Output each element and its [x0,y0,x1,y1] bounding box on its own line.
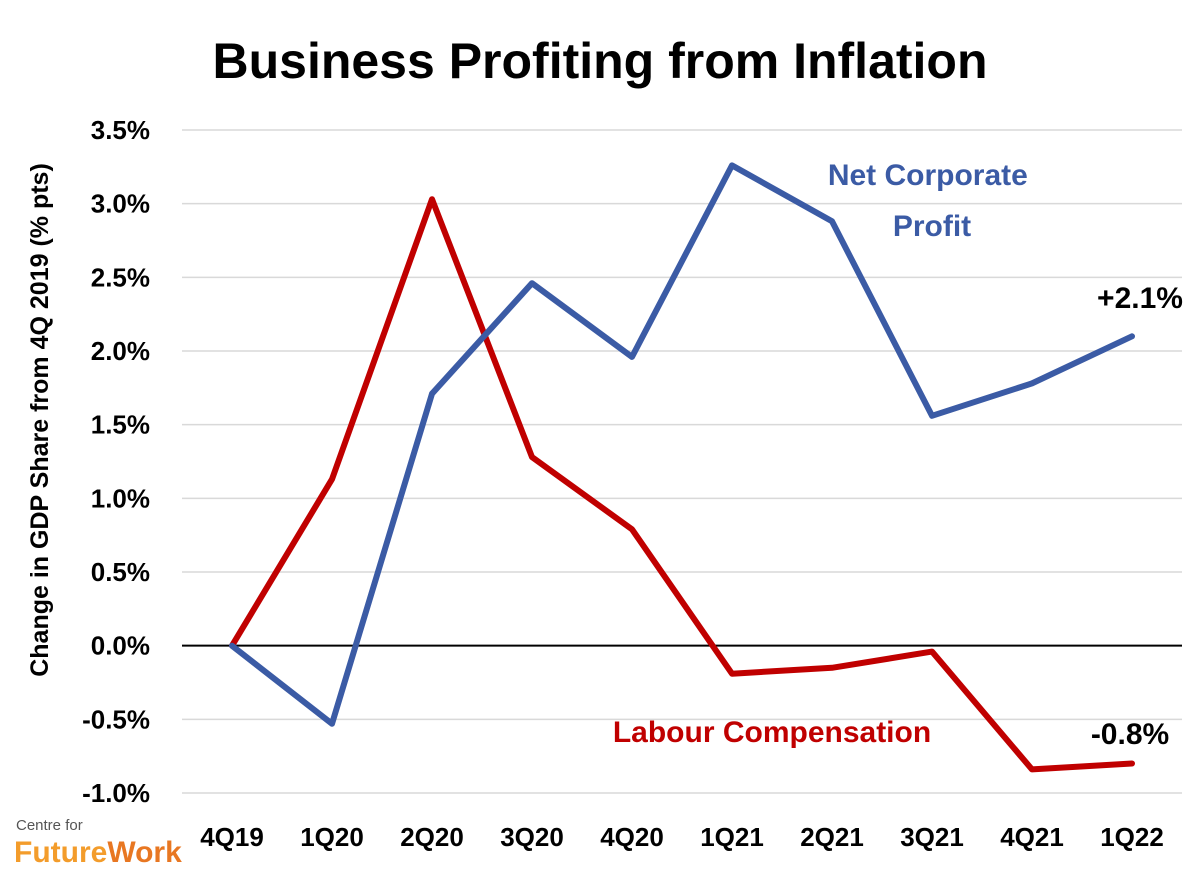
y-tick-label: 2.0% [91,336,150,366]
y-tick-label: 1.5% [91,410,150,440]
series-label-line-2: Profit [893,210,971,243]
y-tick-label: 0.5% [91,557,150,587]
end-label-labour-compensation: -0.8% [1091,718,1169,751]
end-label-net-corporate-profit: +2.1% [1097,282,1183,315]
series-label-labour-compensation: Labour Compensation [613,716,931,749]
x-tick-labels: 4Q19 1Q20 2Q20 3Q20 4Q20 1Q21 2Q21 3Q21 4Q21 1Q22 [200,822,1164,852]
logo-top-text: Centre for [16,817,83,834]
grid-lines [182,129,1182,794]
y-axis-label: Change in GDP Share from 4Q 2019 (% pts) [26,163,54,677]
series-line-labour-compensation [229,196,1135,773]
y-tick-label: 2.5% [91,262,150,292]
series-line-net-corporate-profit [229,162,1135,727]
y-tick-label: 1.0% [91,483,150,513]
chart-title: Business Profiting from Inflation [212,33,987,89]
centre-for-future-work-logo: Centre for FutureWork [14,817,182,869]
x-tick-label: 3Q21 [900,822,964,852]
x-tick-label: 1Q21 [700,822,764,852]
series-label-net-corporate-profit: Net Corporate Profit [828,159,1036,243]
series-label-line-1: Net Corporate [828,159,1028,192]
x-tick-label: 1Q22 [1100,822,1164,852]
y-tick-label: 3.0% [91,189,150,219]
logo-bottom-text: FutureWork [14,836,182,869]
x-tick-label: 4Q19 [200,822,264,852]
x-tick-label: 2Q21 [800,822,864,852]
y-tick-label: 0.0% [91,631,150,661]
x-tick-label: 3Q20 [500,822,564,852]
y-tick-label: -0.5% [82,704,150,734]
y-tick-label: -1.0% [82,778,150,808]
x-tick-label: 1Q20 [300,822,364,852]
x-tick-label: 2Q20 [400,822,464,852]
series-lines [229,162,1135,773]
x-tick-label: 4Q21 [1000,822,1064,852]
logo-future: Future [14,836,107,869]
y-tick-labels: 3.5% 3.0% 2.5% 2.0% 1.5% 1.0% 0.5% 0.0% -0.5% -1.… [82,115,150,808]
y-tick-label: 3.5% [91,115,150,145]
logo-work: Work [107,836,182,869]
x-tick-label: 4Q20 [600,822,664,852]
